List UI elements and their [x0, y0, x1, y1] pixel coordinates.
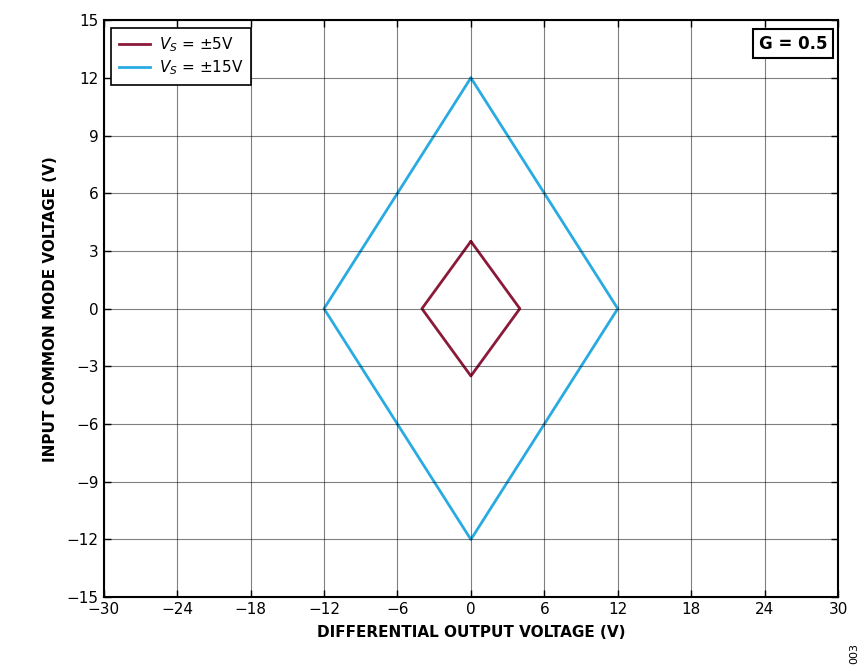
Y-axis label: INPUT COMMON MODE VOLTAGE (V): INPUT COMMON MODE VOLTAGE (V) — [43, 156, 59, 462]
Text: G = 0.5: G = 0.5 — [759, 35, 827, 52]
Legend: $V_S$ = ±5V, $V_S$ = ±15V: $V_S$ = ±5V, $V_S$ = ±15V — [111, 28, 251, 85]
X-axis label: DIFFERENTIAL OUTPUT VOLTAGE (V): DIFFERENTIAL OUTPUT VOLTAGE (V) — [316, 625, 626, 640]
Text: 003: 003 — [849, 643, 860, 664]
